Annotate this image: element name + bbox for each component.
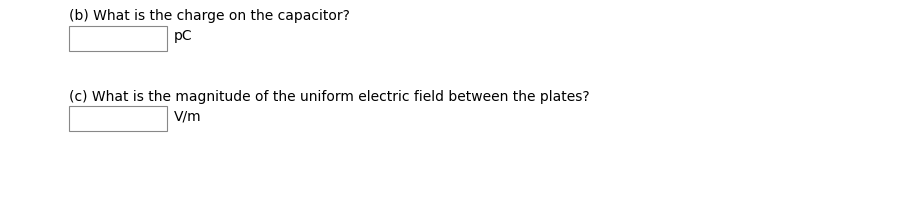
Text: pC: pC bbox=[174, 29, 192, 43]
Text: (c) What is the magnitude of the uniform electric field between the plates?: (c) What is the magnitude of the uniform… bbox=[70, 90, 590, 104]
Text: V/m: V/m bbox=[174, 109, 201, 123]
Bar bbox=[70, 106, 166, 131]
Bar bbox=[70, 26, 166, 51]
Text: (b) What is the charge on the capacitor?: (b) What is the charge on the capacitor? bbox=[70, 9, 350, 23]
